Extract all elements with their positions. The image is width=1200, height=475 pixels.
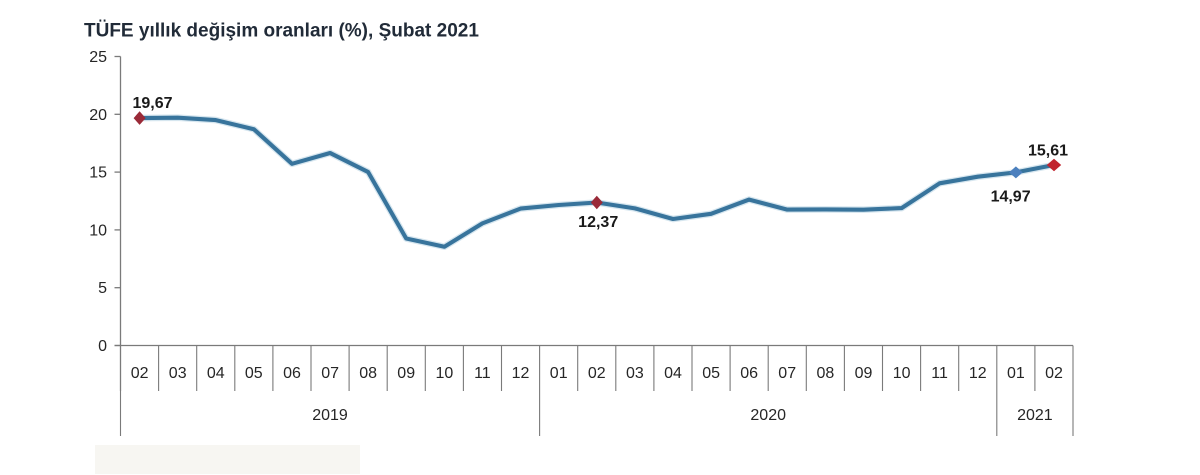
svg-text:09: 09 — [397, 365, 415, 382]
svg-text:02: 02 — [1045, 365, 1063, 382]
svg-text:10: 10 — [89, 222, 107, 239]
svg-text:06: 06 — [283, 365, 301, 382]
svg-text:19,67: 19,67 — [132, 95, 172, 112]
svg-text:02: 02 — [588, 365, 606, 382]
svg-text:04: 04 — [664, 365, 682, 382]
svg-text:15: 15 — [89, 165, 107, 182]
svg-text:5: 5 — [98, 280, 107, 297]
svg-text:11: 11 — [931, 365, 948, 382]
svg-text:07: 07 — [321, 365, 339, 382]
svg-text:03: 03 — [626, 365, 644, 382]
svg-text:04: 04 — [207, 365, 225, 382]
svg-text:20: 20 — [89, 107, 107, 124]
svg-text:15,61: 15,61 — [1028, 143, 1068, 160]
svg-text:10: 10 — [436, 365, 454, 382]
svg-text:09: 09 — [855, 365, 873, 382]
svg-text:05: 05 — [245, 365, 263, 382]
svg-text:05: 05 — [702, 365, 720, 382]
svg-text:10: 10 — [893, 365, 911, 382]
svg-text:2020: 2020 — [750, 407, 786, 424]
svg-text:14,97: 14,97 — [991, 189, 1031, 206]
svg-text:12,37: 12,37 — [578, 214, 618, 231]
svg-text:01: 01 — [550, 365, 568, 382]
svg-text:TÜFE yıllık değişim oranları (: TÜFE yıllık değişim oranları (%), Şubat … — [84, 21, 479, 42]
svg-text:11: 11 — [474, 365, 491, 382]
svg-text:08: 08 — [359, 365, 377, 382]
svg-text:12: 12 — [512, 365, 530, 382]
svg-text:01: 01 — [1007, 365, 1025, 382]
svg-text:07: 07 — [778, 365, 796, 382]
svg-text:08: 08 — [817, 365, 835, 382]
svg-text:0: 0 — [98, 338, 107, 355]
svg-text:2021: 2021 — [1017, 407, 1053, 424]
svg-text:2019: 2019 — [312, 407, 348, 424]
svg-text:02: 02 — [131, 365, 149, 382]
svg-text:03: 03 — [169, 365, 187, 382]
svg-text:25: 25 — [89, 49, 107, 66]
svg-text:06: 06 — [740, 365, 758, 382]
svg-text:12: 12 — [969, 365, 987, 382]
